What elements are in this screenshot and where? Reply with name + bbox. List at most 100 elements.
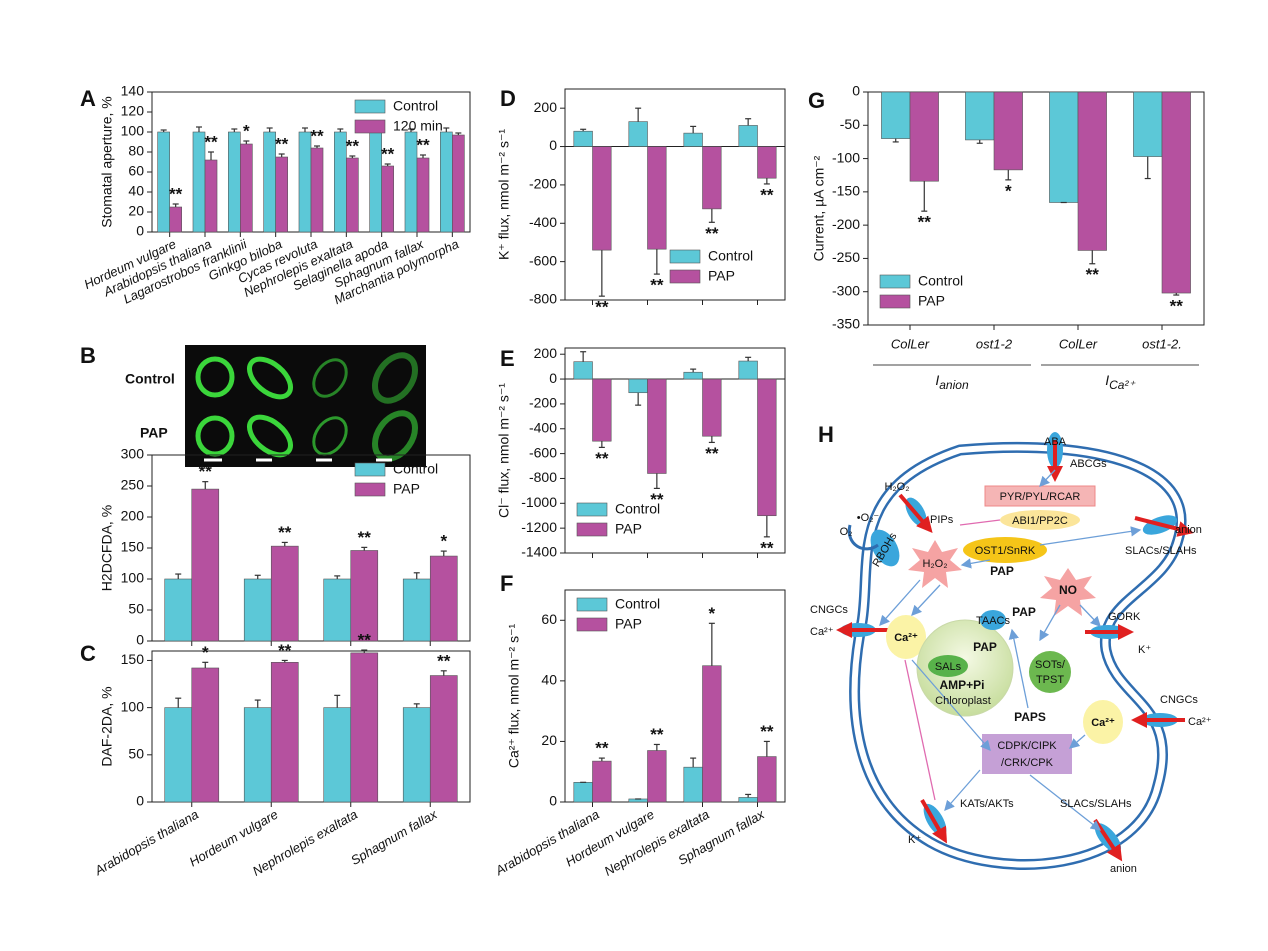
group-label-sub: anion (939, 378, 969, 392)
y-tick-label: 120 (121, 103, 145, 119)
bar (270, 545, 299, 642)
significance: ** (346, 136, 360, 155)
y-tick-label: 0 (549, 793, 557, 809)
bar (243, 707, 272, 803)
redox-arrow (847, 524, 879, 551)
bar (683, 132, 703, 147)
bar (738, 125, 758, 147)
bar (738, 797, 758, 803)
y-tick-label: 250 (121, 477, 145, 493)
x-tick-label: ost1-2 (976, 336, 1013, 351)
bar (1077, 91, 1107, 251)
significance: ** (650, 276, 664, 295)
significance: ** (358, 631, 372, 650)
y-tick-label: -200 (529, 395, 557, 411)
bar (402, 707, 431, 803)
significance: ** (595, 298, 609, 317)
legend-swatch (354, 462, 386, 477)
y-tick-label: 40 (541, 672, 557, 688)
bar (573, 130, 593, 147)
significance: ** (169, 184, 183, 203)
y-tick-label: 50 (128, 601, 144, 617)
bar (204, 159, 218, 233)
x-tick-label: ost1-2. (1142, 336, 1182, 351)
significance: ** (278, 641, 292, 660)
y-tick-label: -150 (832, 183, 860, 199)
significance: ** (918, 213, 932, 232)
diagram-label: CNGCs (1160, 694, 1198, 706)
legend-swatch (576, 502, 608, 517)
y-axis-label: K⁺ flux, nmol m⁻² s⁻¹ (496, 129, 512, 260)
diagram-label: anion (1175, 524, 1202, 536)
bar (404, 131, 418, 233)
bar (275, 156, 288, 233)
y-tick-label: -800 (529, 469, 557, 485)
legend-swatch (576, 617, 608, 632)
y-tick-label: -50 (840, 116, 860, 132)
diagram-label: O₂ (840, 526, 853, 538)
y-tick-label: 60 (541, 611, 557, 627)
diagram-label: SLACs/SLAHs (1060, 798, 1132, 810)
panel-letter: C (80, 641, 96, 666)
diagram-label: Chloroplast (935, 695, 991, 707)
legend-label: 120 min (393, 118, 443, 134)
legend-label: PAP (615, 616, 642, 632)
bar (757, 146, 777, 179)
diagram-label: K⁺ (1138, 644, 1151, 656)
bar (1161, 91, 1191, 294)
significance: * (709, 604, 716, 623)
diagram-label: NO (1059, 583, 1077, 597)
y-tick-label: -400 (529, 419, 557, 435)
legend-swatch (354, 482, 386, 497)
significance: ** (760, 722, 774, 741)
bar (346, 157, 359, 233)
panel-letter: B (80, 343, 96, 368)
y-tick-label: 0 (136, 632, 144, 648)
legend-swatch (576, 522, 608, 537)
bar (164, 578, 193, 642)
group-label: Ianion (935, 372, 969, 392)
y-tick-label: -250 (832, 249, 860, 265)
bar (228, 131, 241, 233)
bar (993, 91, 1023, 171)
diagram-label: OST1/SnRK (975, 545, 1036, 557)
y-tick-label: 20 (128, 203, 144, 219)
row-label: PAP (140, 425, 168, 441)
legend-swatch (576, 597, 608, 612)
taac (980, 610, 1006, 630)
x-tick-label: ColLer (891, 336, 930, 351)
y-tick-label: 0 (136, 223, 144, 239)
y-tick-label: -100 (832, 149, 860, 165)
significance: ** (650, 725, 664, 744)
y-tick-label: 0 (136, 793, 144, 809)
significance: * (440, 532, 447, 551)
bar (738, 360, 758, 380)
group-label-main: I (1105, 372, 1109, 388)
y-tick-label: 80 (128, 143, 144, 159)
diagram: H ABA ABCGs H₂O₂ PIPs O₂ •O₂⁻ RBOHs PYR/… (810, 422, 1212, 875)
bar (369, 131, 382, 233)
diagram-label: anion (1110, 863, 1137, 875)
bar (164, 707, 193, 803)
bar (298, 131, 312, 233)
bar (965, 91, 995, 141)
y-tick-label: -300 (832, 282, 860, 298)
significance: ** (1170, 297, 1184, 316)
group-label: ICa²⁺ (1105, 372, 1136, 392)
diagram-label: ABI1/PP2C (1012, 515, 1068, 527)
legend-label: PAP (393, 481, 420, 497)
diagram-label: GORK (1108, 611, 1141, 623)
phosphatase (1000, 510, 1080, 530)
diagram-label: PAPS (1014, 710, 1046, 724)
significance: ** (278, 523, 292, 542)
diagram-label: K⁺ (908, 834, 921, 846)
y-tick-label: 200 (534, 99, 558, 115)
bar (402, 578, 431, 642)
y-axis-label: DAF-2DA, % (99, 686, 115, 766)
legend-label: Control (708, 248, 753, 264)
bar (592, 146, 612, 251)
x-tick-label: Arabidopsis thaliana (91, 807, 201, 879)
bar (191, 488, 220, 642)
bar (334, 131, 347, 233)
bar (592, 378, 612, 442)
